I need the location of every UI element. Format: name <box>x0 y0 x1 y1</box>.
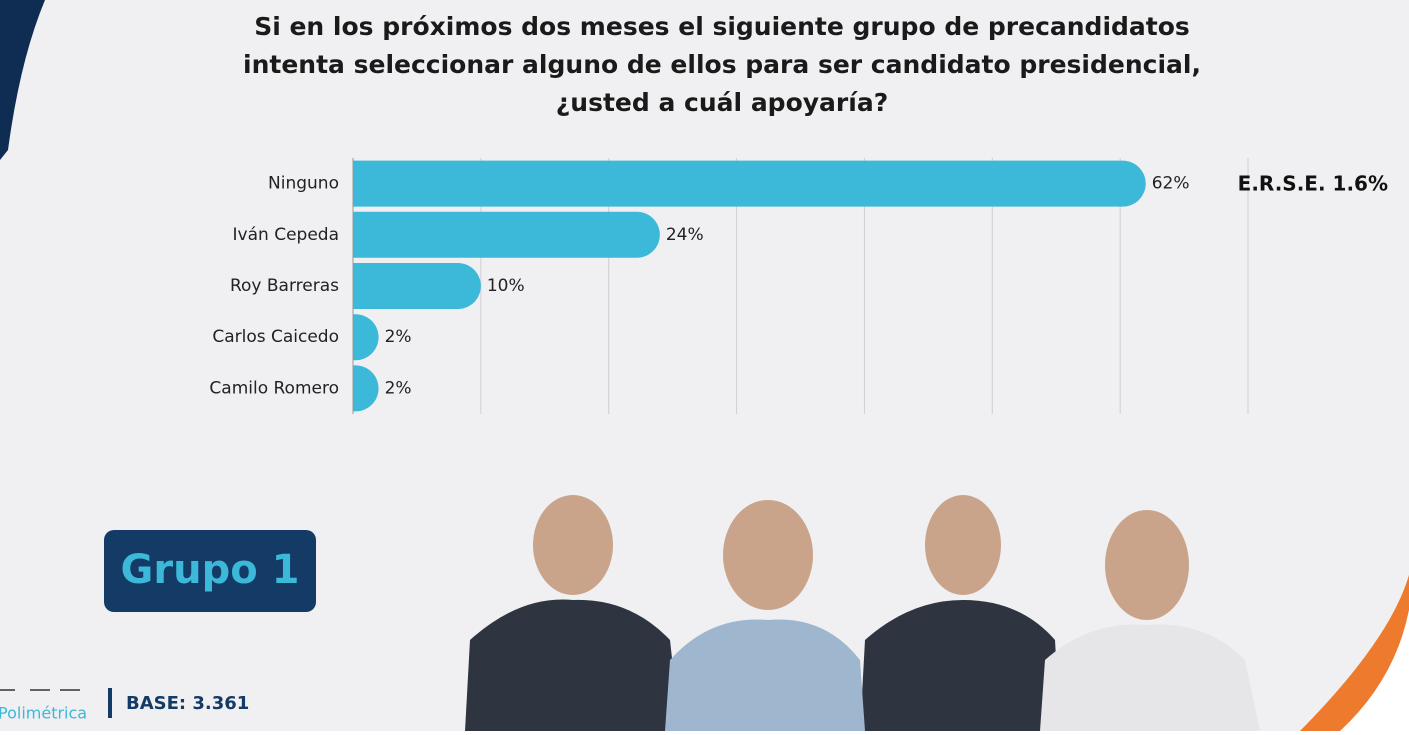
bar <box>353 263 481 309</box>
category-label: Ninguno <box>268 174 339 194</box>
value-label: 2% <box>385 327 412 347</box>
base-marker <box>108 688 112 718</box>
bar <box>353 365 379 412</box>
logo: Polimétrica <box>0 704 87 723</box>
annotation: E.R.S.E. 1.6% <box>1238 172 1388 196</box>
category-label: Iván Cepeda <box>233 225 339 245</box>
value-label: 10% <box>487 276 525 296</box>
title: Si en los próximos dos meses el siguient… <box>243 12 1201 117</box>
bar-chart: Ninguno 62% Iván Cepeda 24% Roy Barreras 10% C… <box>209 158 1249 414</box>
title-line: intenta seleccionar alguno de ellos para… <box>243 50 1201 79</box>
corner-decoration <box>1340 610 1409 731</box>
category-label: Roy Barreras <box>230 276 339 296</box>
value-label: 62% <box>1152 174 1190 194</box>
title-line: ¿usted a cuál apoyaría? <box>556 88 888 117</box>
category-label: Carlos Caicedo <box>212 327 339 347</box>
corner-decoration <box>0 0 45 160</box>
value-label: 24% <box>666 225 704 245</box>
category-label: Camilo Romero <box>209 378 339 398</box>
base: BASE: 3.361 <box>126 693 249 714</box>
title-line: Si en los próximos dos meses el siguient… <box>254 12 1190 41</box>
bar <box>353 211 660 258</box>
bar <box>353 160 1146 207</box>
photos <box>465 495 1260 731</box>
bar <box>353 314 379 361</box>
group-badge <box>104 530 316 612</box>
group-label: Grupo 1 <box>121 547 300 593</box>
value-label: 2% <box>385 378 412 398</box>
